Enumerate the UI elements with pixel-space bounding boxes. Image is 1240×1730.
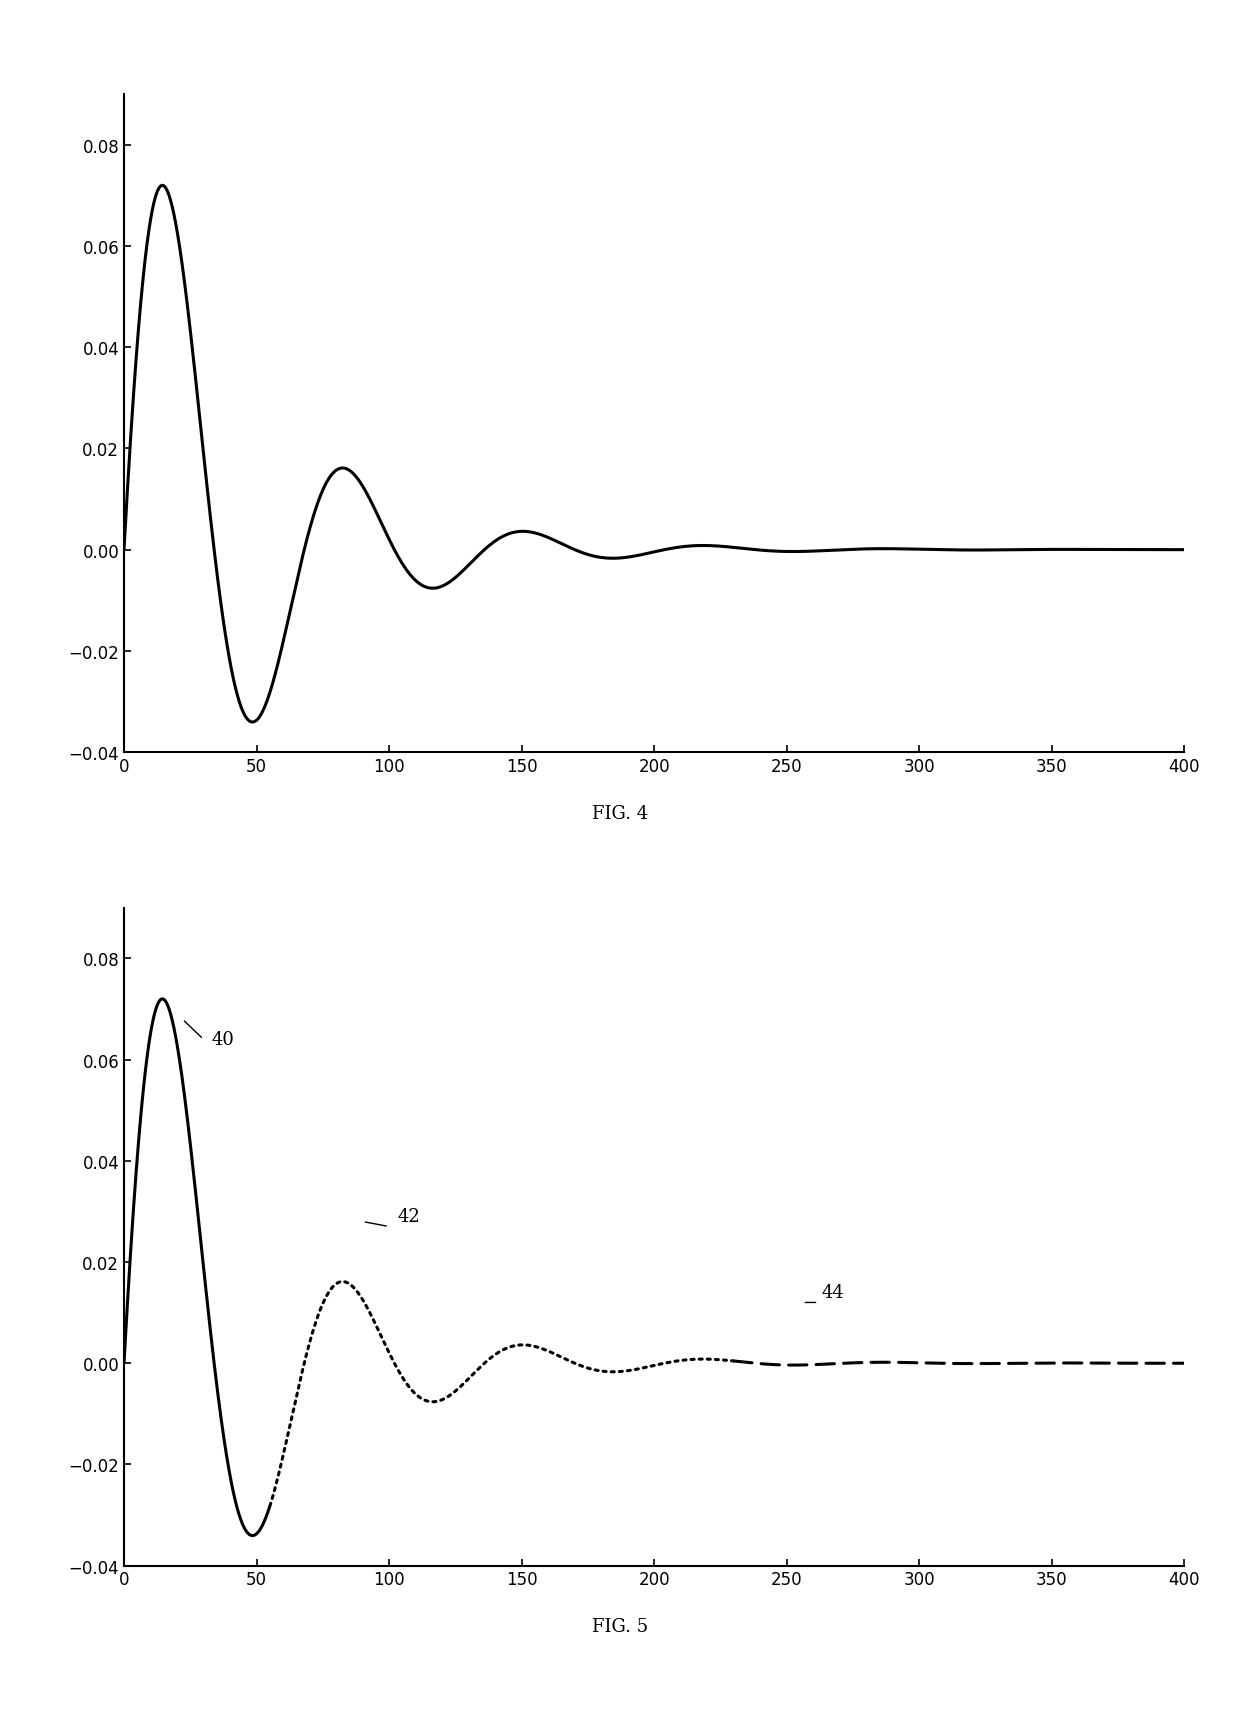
Text: FIG. 4: FIG. 4 (591, 804, 649, 822)
Text: 40: 40 (212, 1031, 234, 1048)
Text: FIG. 5: FIG. 5 (591, 1618, 649, 1635)
Text: 42: 42 (397, 1208, 420, 1227)
Text: 44: 44 (821, 1284, 844, 1301)
